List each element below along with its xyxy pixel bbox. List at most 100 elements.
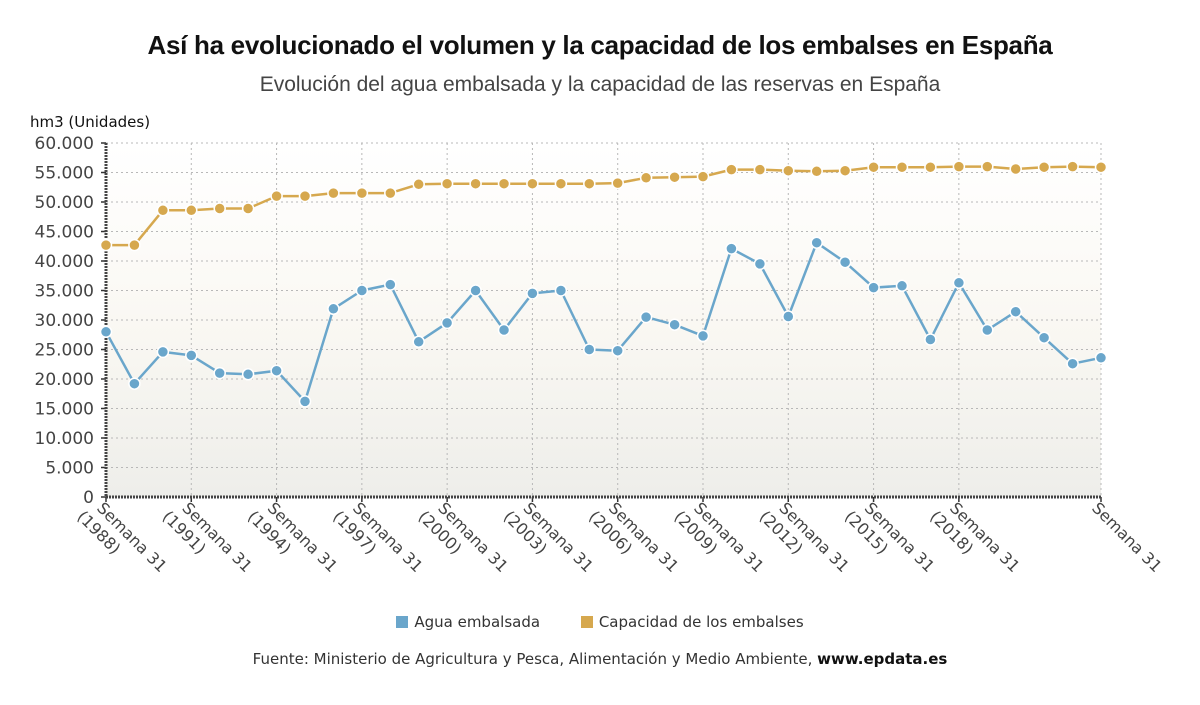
series-group bbox=[99, 160, 1108, 408]
data-point bbox=[838, 255, 852, 269]
y-tick-label: 50.000 bbox=[35, 193, 94, 213]
data-point bbox=[782, 310, 795, 323]
data-point bbox=[725, 242, 738, 255]
data-point bbox=[185, 204, 198, 217]
x-tick-labels: Semana 31(1988) Semana 31(1991) Semana 31(… bbox=[73, 498, 1166, 576]
data-point bbox=[1066, 160, 1079, 173]
data-point bbox=[924, 333, 937, 346]
legend-label-capacity: Capacidad de los embalses bbox=[598, 613, 804, 631]
data-point bbox=[1094, 351, 1108, 365]
data-point bbox=[497, 323, 511, 337]
data-point bbox=[696, 170, 710, 183]
chart-subtitle: Evolución del agua embalsada y la capaci… bbox=[259, 73, 941, 96]
x-tick-label: Semana 31(2006) bbox=[585, 498, 682, 576]
data-point bbox=[1009, 305, 1022, 318]
data-point bbox=[838, 164, 852, 177]
y-tick-label: 60.000 bbox=[35, 134, 94, 154]
data-point bbox=[270, 189, 283, 203]
x-tick-label: Semana 31 bbox=[1088, 498, 1166, 576]
data-point bbox=[1037, 331, 1051, 344]
data-point bbox=[1066, 357, 1079, 370]
data-point bbox=[241, 202, 255, 215]
legend-item-capacity[interactable]: Capacidad de los embalses bbox=[580, 613, 804, 631]
data-point bbox=[241, 368, 255, 381]
source-link[interactable]: www.epdata.es bbox=[817, 650, 948, 668]
y-tick-label: 55.000 bbox=[35, 164, 94, 184]
x-tick-label: Semana 31(1991) bbox=[159, 498, 256, 576]
y-tick-labels: 0 5.000 10.000 15.000 20.000 25.000 30.000 35.0… bbox=[35, 134, 94, 508]
data-point bbox=[128, 238, 141, 252]
x-tick-label: Semana 31(1994) bbox=[244, 498, 341, 576]
data-point bbox=[668, 318, 681, 331]
data-point bbox=[895, 279, 909, 293]
data-point bbox=[696, 329, 710, 343]
y-tick-label: 45.000 bbox=[35, 223, 94, 243]
data-point bbox=[1037, 160, 1051, 174]
legend-swatch-capacity bbox=[580, 616, 593, 628]
data-point bbox=[554, 177, 568, 190]
x-tick-label: Semana 31(2012) bbox=[756, 498, 853, 576]
x-tick-label: Semana 31(2000) bbox=[415, 498, 512, 576]
data-point bbox=[554, 284, 568, 297]
data-point bbox=[725, 163, 738, 176]
data-point bbox=[782, 164, 795, 177]
y-tick-label: 30.000 bbox=[35, 311, 94, 331]
data-point bbox=[469, 177, 482, 190]
data-point bbox=[128, 377, 141, 390]
data-point bbox=[611, 176, 624, 190]
source-text: Fuente: Ministerio de Agricultura y Pesc… bbox=[252, 650, 818, 668]
data-point bbox=[412, 178, 425, 191]
data-point bbox=[185, 349, 198, 362]
data-point bbox=[355, 186, 369, 200]
legend-item-water[interactable]: Agua embalsada bbox=[396, 613, 540, 631]
y-tick-label: 0 bbox=[83, 488, 94, 508]
data-point bbox=[156, 204, 170, 217]
axes bbox=[101, 142, 1102, 502]
x-tick-label: Semana 31(1988) bbox=[73, 498, 170, 576]
data-point bbox=[639, 310, 653, 324]
data-point bbox=[270, 364, 283, 377]
data-point bbox=[412, 335, 425, 349]
data-point bbox=[753, 257, 767, 271]
data-point bbox=[213, 202, 226, 215]
data-point bbox=[753, 163, 767, 176]
x-tick-label: Semana 31(2009) bbox=[670, 498, 767, 576]
data-point bbox=[99, 325, 113, 339]
data-point bbox=[639, 171, 653, 185]
data-point bbox=[99, 238, 113, 252]
data-point bbox=[810, 236, 823, 249]
y-tick-label: 10.000 bbox=[35, 429, 94, 449]
data-point bbox=[583, 343, 596, 356]
data-point bbox=[924, 160, 937, 174]
data-point bbox=[1009, 162, 1022, 176]
y-tick-label: 20.000 bbox=[35, 370, 94, 390]
data-point bbox=[156, 345, 170, 359]
data-point bbox=[469, 284, 482, 297]
data-point bbox=[981, 160, 994, 173]
source-note: Fuente: Ministerio de Agricultura y Pesc… bbox=[0, 650, 1200, 668]
data-point bbox=[384, 186, 397, 200]
data-point bbox=[327, 302, 340, 316]
legend: Agua embalsada Capacidad de los embalses bbox=[0, 613, 1200, 631]
y-axis-label: hm3 (Unidades) bbox=[30, 113, 151, 131]
data-point bbox=[981, 323, 994, 337]
data-point bbox=[952, 276, 966, 290]
data-point bbox=[867, 160, 880, 174]
data-point bbox=[611, 344, 624, 357]
y-tick-label: 15.000 bbox=[35, 400, 94, 420]
x-tick-label: Semana 31(1997) bbox=[329, 498, 426, 576]
data-point bbox=[440, 316, 454, 330]
data-point bbox=[867, 281, 880, 294]
data-point bbox=[668, 170, 681, 184]
data-point bbox=[298, 189, 312, 203]
data-point bbox=[327, 186, 340, 200]
data-point bbox=[810, 165, 823, 178]
data-point bbox=[355, 284, 369, 297]
x-tick-label: Semana 31(2018) bbox=[926, 498, 1023, 576]
data-point bbox=[583, 177, 596, 190]
chart-title: Así ha evolucionado el volumen y la capa… bbox=[147, 30, 1053, 60]
x-tick-label: Semana 31(2003) bbox=[500, 498, 597, 576]
data-point bbox=[952, 160, 966, 173]
data-point bbox=[526, 177, 539, 190]
